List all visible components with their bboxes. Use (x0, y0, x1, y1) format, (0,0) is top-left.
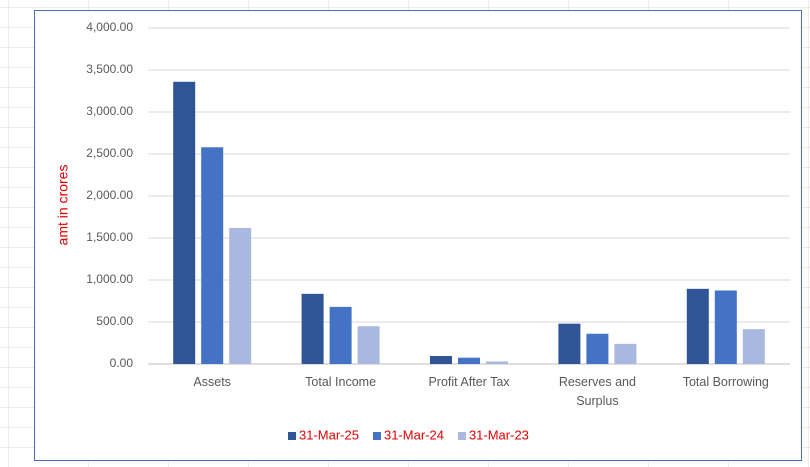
bar (458, 357, 480, 364)
legend-swatch (372, 432, 381, 440)
y-tick-label: 2,000.00 (86, 188, 133, 202)
y-tick-label: 1,500.00 (86, 230, 133, 244)
legend-swatch (288, 432, 296, 440)
bar (329, 306, 352, 364)
x-tick-label: Total Income (305, 375, 377, 389)
legend-label: 31-Mar-24 (384, 427, 444, 442)
bar (742, 329, 765, 364)
legend-swatch (457, 432, 466, 440)
chart-frame (34, 10, 802, 461)
bar (586, 333, 609, 364)
y-tick-label: 500.00 (96, 314, 133, 328)
bar (614, 343, 637, 364)
x-tick-label: Profit After Tax (428, 375, 510, 389)
y-tick-label: 3,500.00 (86, 62, 133, 76)
y-tick-label: 1,000.00 (86, 272, 133, 286)
bar (357, 326, 380, 364)
x-tick-label: Reserves and Surplus (558, 375, 636, 408)
bar (714, 290, 737, 364)
legend-label: 31-Mar-25 (299, 427, 359, 442)
bar (301, 293, 324, 364)
bar (201, 147, 224, 364)
x-tick-label: Total Borrowing (682, 375, 769, 389)
x-tick-label: Assets (193, 375, 231, 389)
bar (229, 227, 252, 364)
bar (173, 81, 196, 364)
y-axis-title: amt in crores (55, 165, 71, 246)
y-tick-label: 3,000.00 (86, 104, 133, 118)
y-tick-label: 4,000.00 (86, 20, 133, 34)
bar (686, 288, 709, 364)
bar (430, 356, 452, 364)
legend-label: 31-Mar-23 (469, 427, 529, 442)
bar (558, 323, 581, 364)
y-tick-label: 0.00 (110, 356, 134, 370)
bar (486, 361, 508, 364)
y-tick-label: 2,500.00 (86, 146, 133, 160)
